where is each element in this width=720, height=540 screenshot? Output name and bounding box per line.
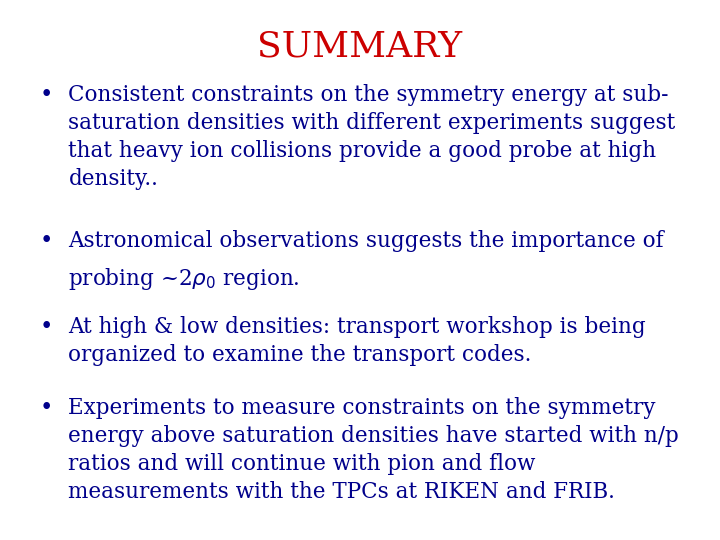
Text: •: •: [40, 397, 53, 419]
Text: •: •: [40, 316, 53, 338]
Text: SUMMARY: SUMMARY: [258, 30, 462, 64]
Text: •: •: [40, 230, 53, 252]
Text: At high & low densities: transport workshop is being
organized to examine the tr: At high & low densities: transport works…: [68, 316, 646, 366]
Text: Astronomical observations suggests the importance of: Astronomical observations suggests the i…: [68, 230, 664, 252]
Text: probing ~2$\rho_0$ region.: probing ~2$\rho_0$ region.: [68, 266, 300, 292]
Text: •: •: [40, 84, 53, 106]
Text: Consistent constraints on the symmetry energy at sub-
saturation densities with : Consistent constraints on the symmetry e…: [68, 84, 675, 190]
Text: Experiments to measure constraints on the symmetry
energy above saturation densi: Experiments to measure constraints on th…: [68, 397, 679, 503]
